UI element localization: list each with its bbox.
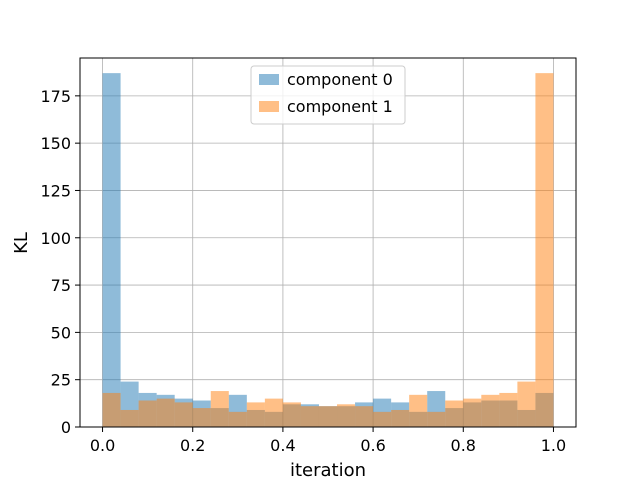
x-tick-label-0: 0.0	[90, 436, 115, 455]
y-axis-title: KL	[11, 232, 32, 254]
legend: component 0 component 1	[250, 65, 406, 125]
bar-series-1-bin-14	[355, 406, 374, 427]
bar-series-1-bin-15	[373, 411, 392, 427]
plot-frame	[79, 57, 577, 428]
bar-series-1-bin-6	[210, 391, 229, 427]
y-tick-label-0: 0	[61, 418, 71, 437]
bar-series-1-bin-16	[391, 409, 410, 427]
bar-series-0-bin-0	[102, 73, 121, 427]
x-tick-label-5: 1.0	[541, 436, 566, 455]
x-tick-label-3: 0.6	[360, 436, 385, 455]
bar-series-1-bin-20	[463, 398, 482, 427]
y-tick-label-1: 25	[51, 371, 71, 390]
y-tick-label-7: 175	[40, 87, 71, 106]
bar-series-1-bin-12	[318, 406, 338, 427]
y-tick-label-4: 100	[40, 229, 71, 248]
bar-series-1-bin-3	[156, 398, 175, 427]
bar-series-1-bin-1	[120, 409, 139, 427]
y-tick-label-6: 150	[40, 134, 71, 153]
legend-label-1: component 1	[287, 97, 393, 116]
bar-series-1-bin-5	[192, 408, 211, 427]
bar-series-1-bin-8	[246, 402, 265, 427]
bar-series-1-bin-22	[499, 392, 518, 427]
bar-series-1-bin-24	[535, 73, 554, 427]
bar-series-1-bin-7	[228, 411, 247, 427]
bar-series-1-bin-10	[282, 402, 301, 427]
bar-series-1-bin-23	[517, 381, 536, 427]
bar-series-1-bin-0	[102, 392, 121, 427]
x-tick-label-1: 0.2	[180, 436, 205, 455]
x-tick-label-2: 0.4	[270, 436, 295, 455]
histogram-bars	[102, 73, 554, 427]
legend-swatch-0	[259, 74, 279, 85]
bar-series-1-bin-13	[337, 404, 356, 427]
y-tick-label-5: 125	[40, 181, 71, 200]
bar-series-1-bin-18	[427, 411, 446, 427]
legend-label-0: component 0	[287, 70, 393, 89]
bar-series-1-bin-9	[264, 398, 283, 427]
x-tick-label-4: 0.8	[451, 436, 476, 455]
bar-series-1-bin-21	[481, 394, 500, 427]
y-tick-label-3: 75	[51, 276, 71, 295]
bar-series-1-bin-4	[174, 402, 193, 427]
bar-series-1-bin-17	[409, 394, 428, 427]
legend-swatch-1	[259, 101, 279, 112]
bar-series-1-bin-2	[138, 400, 157, 427]
y-tick-label-2: 50	[51, 323, 71, 342]
axis-ticks: 0.0 0.2 0.4 0.6 0.8 1.0 0 25 50 75 100 125 150 175	[40, 87, 566, 455]
bar-series-1-bin-11	[300, 406, 319, 427]
x-axis-title: iteration	[290, 460, 366, 480]
bar-series-1-bin-19	[445, 400, 464, 427]
legend-box	[250, 65, 406, 125]
